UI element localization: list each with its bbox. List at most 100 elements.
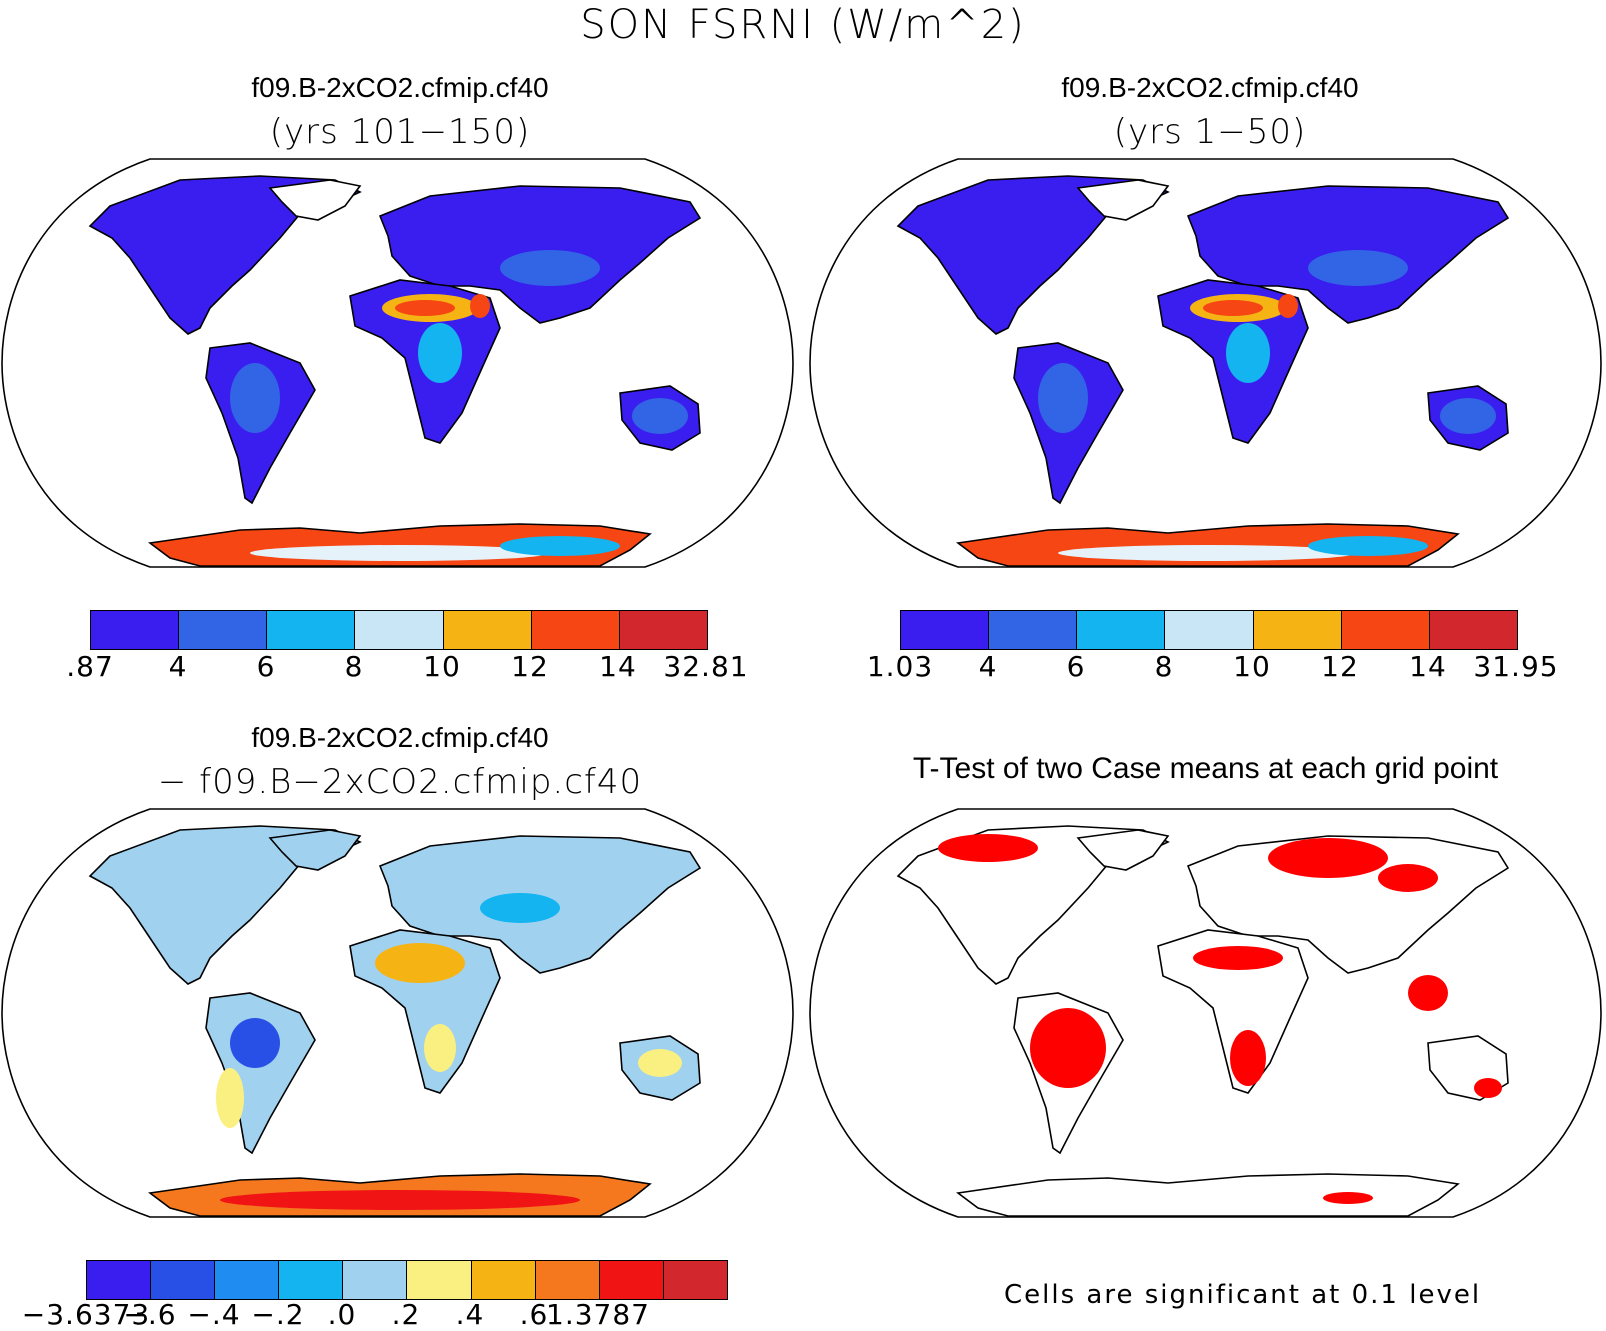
colorbar-tick-label: .0	[327, 1298, 357, 1331]
colorbar-tick-label: .6	[519, 1298, 549, 1331]
colorbar-tick-label: −.4	[187, 1298, 241, 1331]
panel-1-map	[1, 158, 794, 568]
colorbar-tick-label: 4	[978, 650, 998, 683]
colorbar-cell	[443, 611, 532, 649]
colorbar-tick-label: −.2	[251, 1298, 305, 1331]
antarctica-landmass	[955, 1173, 1460, 1217]
greenland-landmass	[1076, 829, 1170, 871]
colorbar-tick-label: 14	[1409, 650, 1447, 683]
antarctic-positive-region	[220, 1190, 580, 1210]
east-antarctic-region	[1308, 536, 1428, 556]
colorbar-cell	[531, 611, 620, 649]
colorbar-cell	[279, 1261, 344, 1299]
sahara-significant-cells	[1193, 946, 1283, 970]
namerica-landmass	[88, 175, 362, 335]
panel-2-colorbar	[900, 610, 1518, 650]
asia-negative-region	[480, 893, 560, 923]
colorbar-cell	[599, 1261, 664, 1299]
central-africa-region	[418, 323, 462, 383]
colorbar-tick-label: 31.95	[1473, 650, 1559, 683]
colorbar-tick-label: .87	[66, 650, 114, 683]
panel-4-significance-note: Cells are significant at 0.1 level	[1004, 1280, 1482, 1310]
colorbar-cell	[151, 1261, 216, 1299]
panel-1-title: f09.B-2xCO2.cfmip.cf40	[251, 72, 549, 103]
amazon-region	[1038, 363, 1088, 433]
panel-3-subtitle: − f09.B−2xCO2.cfmip.cf40	[157, 762, 643, 802]
amazon-region	[230, 363, 280, 433]
arabia-high-flux-region	[1278, 294, 1298, 318]
colorbar-cell	[179, 611, 268, 649]
greenland-landmass	[268, 179, 362, 221]
colorbar-cell	[663, 1261, 727, 1299]
southern-africa-positive-region	[424, 1024, 456, 1072]
panel-3-map	[1, 808, 794, 1218]
colorbar-cell	[91, 611, 180, 649]
amazon-negative-region	[230, 1018, 280, 1068]
colorbar-cell	[215, 1261, 280, 1299]
australia-region	[632, 398, 688, 434]
colorbar-tick-label: 32.81	[663, 650, 749, 683]
greenland-landmass	[268, 829, 362, 871]
amazon-significant-cells	[1030, 1008, 1106, 1088]
colorbar-tick-label: 14	[599, 650, 637, 683]
arabia-high-flux-region	[470, 294, 490, 318]
namerica-landmass	[896, 825, 1170, 985]
colorbar-cell	[1341, 611, 1430, 649]
andes-positive-region	[216, 1068, 244, 1128]
panel-4-map	[809, 808, 1602, 1218]
colorbar-cell	[267, 611, 356, 649]
panel-1-colorbar	[90, 610, 708, 650]
antarctic-interior-region	[1058, 545, 1358, 561]
sahara-peak-region	[1203, 300, 1263, 316]
colorbar-cell	[471, 1261, 536, 1299]
sahara-positive-region	[375, 943, 465, 983]
colorbar-tick-label: 10	[423, 650, 461, 683]
east-antarctic-region	[500, 536, 620, 556]
colorbar-tick-label: 12	[511, 650, 549, 683]
colorbar-cell	[619, 611, 707, 649]
indonesia-significant-cells	[1408, 975, 1448, 1011]
se-australia-significant-cells	[1474, 1078, 1502, 1098]
namerica-landmass	[88, 825, 362, 985]
greenland-landmass	[1076, 179, 1170, 221]
central-africa-region	[1226, 323, 1270, 383]
colorbar-cell	[535, 1261, 600, 1299]
colorbar-tick-label: 10	[1233, 650, 1271, 683]
colorbar-tick-label: 6	[256, 650, 276, 683]
colorbar-cell	[1253, 611, 1342, 649]
arctic-canada-significant-cells	[938, 834, 1038, 862]
colorbar-cell	[407, 1261, 472, 1299]
colorbar-tick-label: −.6	[123, 1298, 177, 1331]
central-asia-region	[1308, 250, 1408, 286]
colorbar-tick-label: 1.03	[866, 650, 934, 683]
siberia-significant-cells	[1268, 838, 1388, 878]
colorbar-tick-label: 8	[344, 650, 364, 683]
antarctica-significant-cells	[1323, 1192, 1373, 1204]
colorbar-cell	[87, 1261, 152, 1299]
central-asia-region	[500, 250, 600, 286]
panel-1-subtitle: (yrs 101−150)	[269, 112, 531, 152]
colorbar-tick-label: −3.6373	[21, 1298, 151, 1331]
figure-title: SON FSRNI (W/m^2)	[580, 2, 1026, 48]
panel-4-title: T-Test of two Case means at each grid po…	[912, 752, 1499, 785]
colorbar-tick-label: 6	[1066, 650, 1086, 683]
east-asia-significant-cells	[1378, 864, 1438, 892]
colorbar-cell	[343, 1261, 408, 1299]
colorbar-cell	[989, 611, 1078, 649]
australia-region	[1440, 398, 1496, 434]
panel-3-colorbar	[86, 1260, 728, 1300]
colorbar-tick-label: .2	[391, 1298, 421, 1331]
colorbar-tick-label: 4	[168, 650, 188, 683]
colorbar-cell	[1165, 611, 1254, 649]
antarctic-interior-region	[250, 545, 550, 561]
australia-positive-region	[638, 1049, 682, 1077]
colorbar-tick-label: 12	[1321, 650, 1359, 683]
colorbar-cell	[901, 611, 990, 649]
colorbar-cell	[1077, 611, 1166, 649]
colorbar-tick-label: 1.3787	[546, 1298, 650, 1331]
panel-2-title: f09.B-2xCO2.cfmip.cf40	[1061, 72, 1359, 103]
namerica-landmass	[896, 175, 1170, 335]
panel-3-title: f09.B-2xCO2.cfmip.cf40	[251, 722, 549, 753]
southern-africa-significant-cells	[1230, 1030, 1266, 1086]
panel-2-map	[809, 158, 1602, 568]
